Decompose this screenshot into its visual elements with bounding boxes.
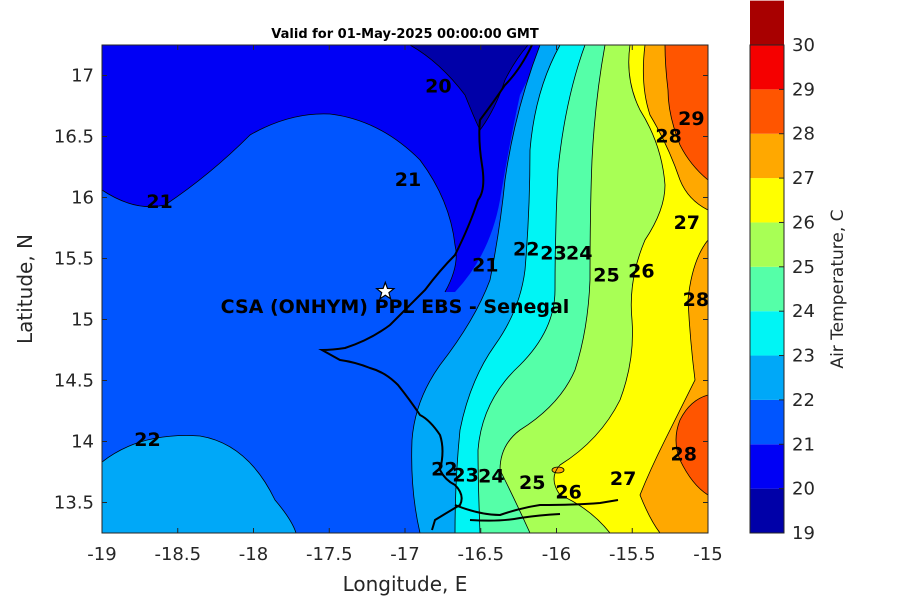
colorbar-ticks: 19 20 21 22 23 24 25 26 27 28 29 30 — [779, 35, 815, 544]
colorbar-segment — [750, 0, 784, 45]
contour-label: 23 — [452, 464, 478, 486]
contour-label: 22 — [134, 429, 160, 451]
band-20-21-north — [102, 45, 545, 292]
band-22-23-southwest — [102, 435, 296, 533]
y-tick-label: 14.5 — [54, 371, 94, 392]
y-axis-label: Latitude, N — [13, 234, 37, 344]
colorbar-tick-label: 27 — [792, 168, 815, 189]
y-tick-label: 15 — [71, 310, 94, 331]
colorbar-tick-label: 30 — [792, 35, 815, 56]
colorbar-segment — [750, 266, 784, 312]
x-axis-ticks: -19 -18.5 -18 -17.5 -17 -16.5 -16 -15.5 -15 — [87, 45, 723, 565]
colorbar-tick-label: 23 — [792, 346, 815, 367]
colorbar-segment — [750, 444, 784, 489]
band-26-27 — [554, 45, 708, 533]
y-tick-label: 16 — [71, 188, 94, 209]
x-tick-label: -15.5 — [609, 544, 656, 565]
contour-label: 24 — [566, 242, 592, 264]
contour-label: 28 — [683, 289, 709, 311]
contour-labels: 2021212122222223232424252526262727282828… — [134, 75, 709, 503]
contour-label: 21 — [395, 169, 421, 191]
band-28-29-east — [676, 395, 708, 495]
x-tick-label: -18 — [239, 544, 268, 565]
colorbar-segment — [750, 488, 784, 533]
colorbar-segment — [750, 45, 784, 90]
colorbar-label: Air Temperature, C — [828, 209, 848, 368]
contour-fill-layer — [102, 45, 708, 533]
band-27-28-blob — [552, 467, 564, 473]
colorbar — [749, 0, 785, 534]
band-26-spot — [612, 467, 635, 474]
site-star-icon — [375, 280, 396, 301]
contour-label: 27 — [674, 212, 700, 234]
x-tick-label: -17.5 — [306, 544, 353, 565]
colorbar-segment — [750, 133, 784, 179]
contour-label: 23 — [540, 242, 566, 264]
x-tick-label: -16 — [542, 544, 571, 565]
contour-label: 28 — [655, 125, 681, 147]
colorbar-segment — [750, 89, 784, 134]
contour-label: 29 — [678, 108, 704, 130]
y-tick-label: 16.5 — [54, 127, 94, 148]
x-tick-label: -18.5 — [154, 544, 201, 565]
contour-label: 25 — [519, 472, 545, 494]
x-axis-label: Longitude, E — [343, 572, 468, 596]
y-tick-label: 15.5 — [54, 249, 94, 270]
site-marker: CSA (ONHYM) PPL EBS - Senegal — [221, 280, 570, 318]
contour-label: 22 — [513, 239, 539, 261]
y-axis-ticks: 13.5 14 14.5 15 15.5 16 16.5 17 — [54, 66, 708, 514]
x-tick-label: -17 — [390, 544, 419, 565]
colorbar-tick-label: 20 — [792, 479, 815, 500]
colorbar-tick-label: 26 — [792, 212, 815, 233]
contour-label: 20 — [425, 75, 451, 97]
contour-label: 24 — [478, 466, 504, 488]
colorbar-tick-label: 25 — [792, 257, 815, 278]
coastline — [318, 45, 619, 531]
colorbar-segment — [750, 222, 784, 267]
x-tick-label: -19 — [87, 544, 116, 565]
colorbar-tick-label: 21 — [792, 434, 815, 455]
site-label: CSA (ONHYM) PPL EBS - Senegal — [221, 296, 570, 318]
y-tick-label: 13.5 — [54, 493, 94, 514]
chart-title: Valid for 01-May-2025 00:00:00 GMT — [271, 27, 539, 42]
colorbar-tick-label: 29 — [792, 79, 815, 100]
contour-label: 26 — [555, 482, 581, 504]
contour-label: 28 — [671, 444, 697, 466]
colorbar-tick-label: 24 — [792, 301, 815, 322]
contour-label: 22 — [431, 458, 457, 480]
colorbar-frame — [749, 44, 785, 534]
contour-label: 25 — [593, 264, 619, 286]
contour-label: 27 — [610, 468, 636, 490]
colorbar-tick-label: 19 — [792, 523, 815, 544]
colorbar-segment — [750, 399, 784, 445]
y-tick-label: 14 — [71, 432, 94, 453]
band-28-29-north — [665, 45, 708, 180]
colorbar-segment — [750, 355, 784, 400]
colorbar-tick-label: 28 — [792, 124, 815, 145]
colorbar-segment — [750, 311, 784, 356]
contour-label: 26 — [628, 261, 654, 283]
x-tick-label: -15 — [693, 544, 722, 565]
colorbar-segment — [750, 178, 784, 223]
y-tick-label: 17 — [71, 66, 94, 87]
x-tick-label: -16.5 — [457, 544, 504, 565]
contour-label: 21 — [472, 255, 498, 277]
contour-label: 21 — [146, 191, 172, 213]
colorbar-tick-label: 22 — [792, 390, 815, 411]
